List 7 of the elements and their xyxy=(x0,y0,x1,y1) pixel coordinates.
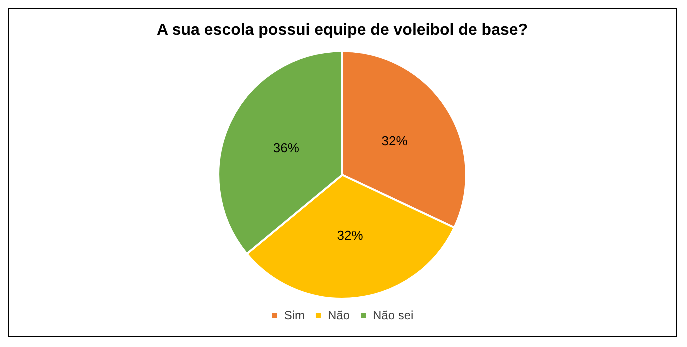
legend-label: Não sei xyxy=(372,308,414,322)
legend-label: Sim xyxy=(284,308,305,322)
chart-title: A sua escola possui equipe de voleibol de base? xyxy=(156,22,528,40)
legend-label: Não xyxy=(328,308,350,322)
data-label: 36% xyxy=(273,140,300,156)
data-label: 32% xyxy=(382,133,408,148)
data-label: 32% xyxy=(337,228,364,244)
